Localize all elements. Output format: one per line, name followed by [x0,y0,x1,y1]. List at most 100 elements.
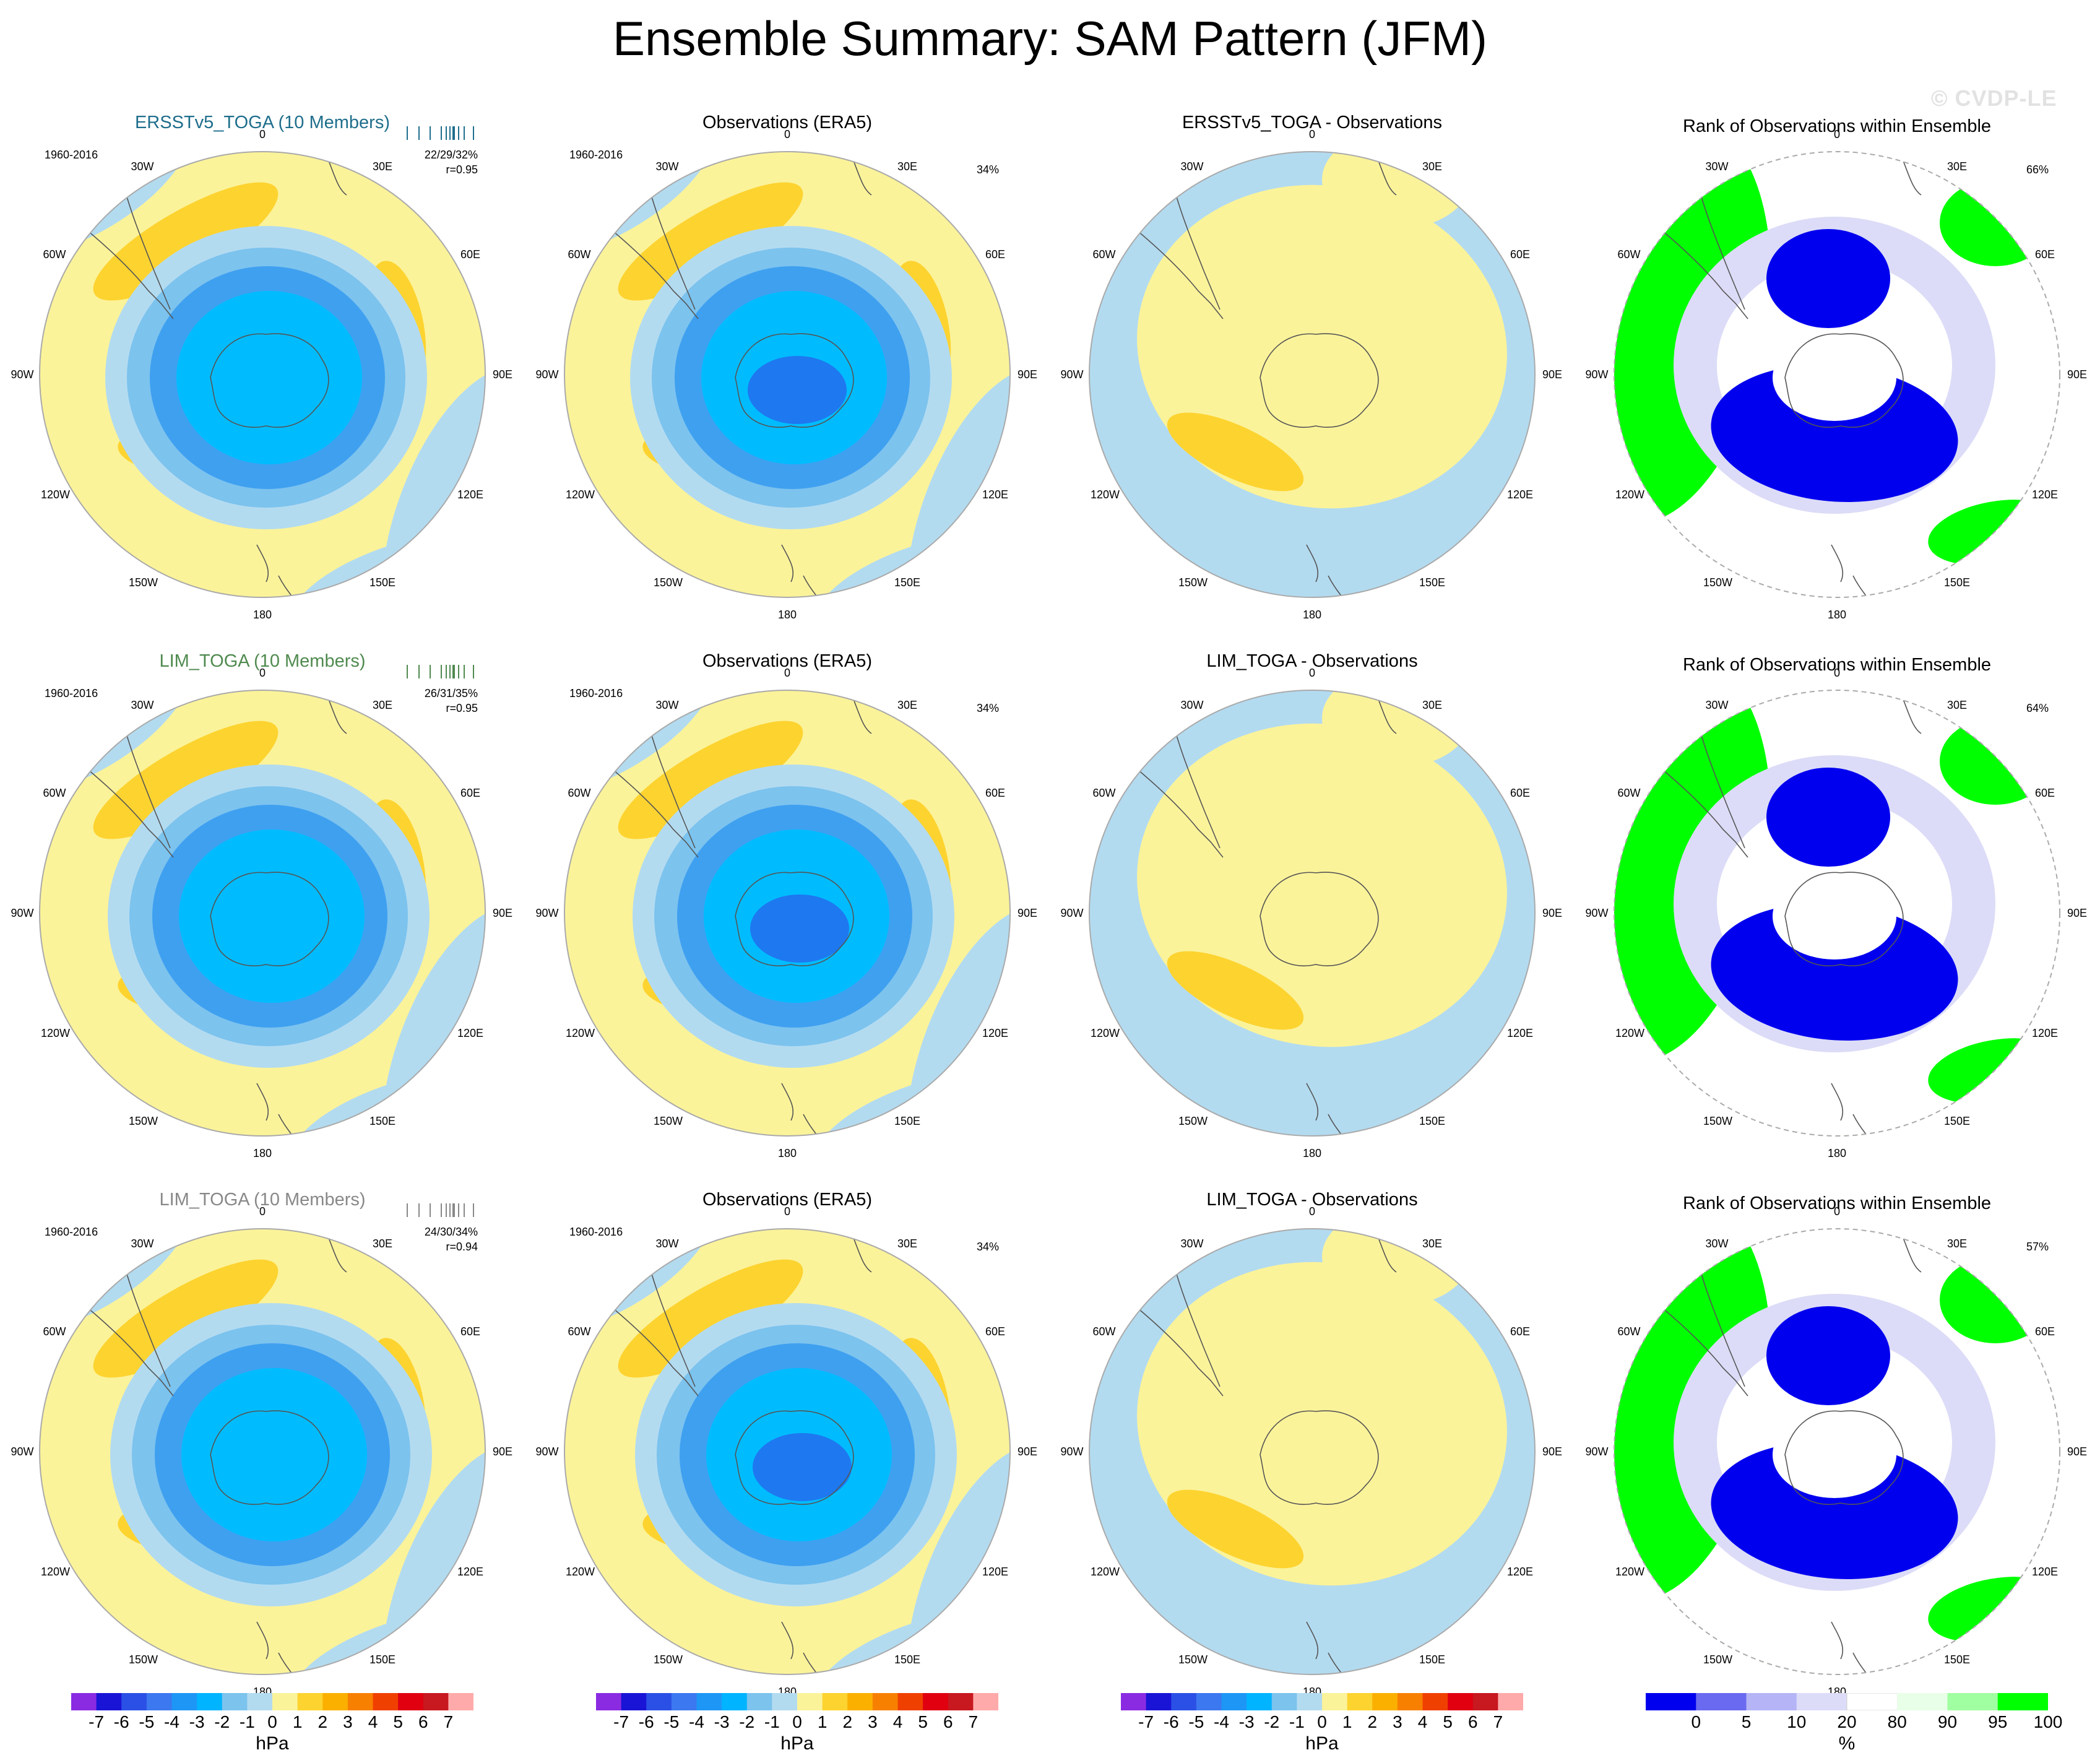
colorbar-tick-label: -5 [139,1712,155,1731]
longitude-label: 90E [1017,1445,1038,1458]
antarctica-coastline [210,1410,329,1505]
panel-title: LIM_TOGA (10 Members) [159,651,366,671]
longitude-label: 120E [982,1566,1009,1578]
longitude-label: 90W [11,907,34,919]
longitude-label: 30E [1422,160,1443,173]
map-boundary [1089,151,1536,598]
longitude-label: 60E [985,787,1006,799]
longitude-label: 60W [1617,248,1641,261]
positive-anomaly-lobe [618,1259,803,1378]
map-field [1089,152,1535,597]
hpa-colorbar: -7 -6 -5 -4 -3 -2 -1 0 1 2 3 4 5 6 7 hPa [71,1693,473,1761]
colorbar-tick-label: -4 [689,1712,704,1731]
longitude-label: 120W [40,488,70,501]
map-boundary [1089,1228,1536,1675]
longitude-label: 120E [2031,1566,2059,1578]
antarctica-coastline [210,872,329,967]
colorbar-swatch [171,1693,197,1710]
colorbar-swatch [872,1693,898,1710]
central-low-core [179,830,365,1003]
longitude-label: 60E [460,787,481,799]
colorbar-tick-label: -2 [214,1712,230,1731]
colorbar-swatch [897,1693,923,1710]
explained-variance-label: 34% [977,1241,1000,1253]
colorbar-tick-label: -1 [1289,1712,1305,1731]
colorbar-tick-label: 3 [343,1712,353,1731]
colorbar-tick-label: 7 [1493,1712,1503,1731]
longitude-label: 90W [1060,1445,1084,1458]
colorbar-tick-label: 3 [868,1712,878,1731]
colorbar-swatch [197,1693,223,1710]
longitude-label: 60W [1092,248,1116,261]
longitude-label: 0 [784,1205,790,1218]
longitude-label: 0 [259,1205,266,1218]
new-zealand-coastline [1306,1621,1347,1674]
positive-anomaly-lobe [93,1259,279,1378]
colorbar-swatch [1997,1693,2048,1710]
colorbar-swatch [822,1693,848,1710]
rank-very-low-region [1766,1306,1890,1405]
new-zealand-coastline [1831,1621,1872,1674]
longitude-label: 150E [1419,1653,1446,1666]
colorbar-swatch [222,1693,248,1710]
longitude-label: 60W [43,248,66,261]
polar-map [564,1228,1011,1675]
colorbar-tick-label: 0 [267,1712,277,1731]
longitude-label: 150E [894,1653,921,1666]
longitude-label: 60E [460,1325,481,1338]
longitude-label: 180 [253,1147,272,1159]
colorbar-swatch [948,1693,974,1710]
panel-obs-row2: Observations (ERA5) 0 30E 60E 90E 120E 150E 180… [525,625,1050,1164]
map-boundary [39,690,486,1137]
longitude-label: 120W [565,1027,595,1039]
colorbar-swatches [1121,1693,1523,1710]
longitude-label: 30W [1180,1237,1204,1250]
antarctica-coastline [1784,1410,1904,1505]
longitude-label: 60E [985,1325,1006,1338]
colorbar-tick-label: -5 [1188,1712,1204,1731]
longitude-label: 30E [1947,1237,1968,1250]
period-label: 1960-2016 [45,1226,98,1238]
longitude-label: 180 [777,1147,797,1159]
colorbar-tick-label: 2 [318,1712,328,1731]
polar-map [564,690,1011,1137]
colorbar-tick-label: 20 [1837,1712,1857,1731]
map-field [564,152,1010,597]
longitude-label: 120W [40,1027,70,1039]
panel-obs-row3: Observations (ERA5) 0 30E 60E 90E 120E 150E 180… [525,1164,1050,1702]
longitude-label: 180 [1302,1147,1322,1159]
colorbar-tick-label: 1 [1342,1712,1352,1731]
longitude-label: 60E [2035,1325,2055,1338]
longitude-label: 90E [2067,368,2088,381]
colorbar-swatch [1372,1693,1398,1710]
longitude-label: 90W [535,1445,559,1458]
longitude-label: 30E [1422,1237,1443,1250]
longitude-label: 90E [1542,368,1563,381]
new-zealand-coastline [1831,1083,1872,1136]
longitude-label: 0 [1833,1205,1840,1218]
longitude-label: 150W [654,576,683,589]
hpa-colorbar: -7 -6 -5 -4 -3 -2 -1 0 1 2 3 4 5 6 7 hPa [596,1693,998,1761]
positive-anomaly-lobe [618,182,803,301]
longitude-label: 0 [1308,667,1315,679]
longitude-label: 90E [492,907,513,919]
rank-very-low-region [1711,1442,1958,1579]
positive-anomaly-region [1322,1229,1471,1306]
polar-map [1089,690,1536,1137]
map-field [1089,690,1535,1136]
correlation-label: r=0.94 [446,1241,478,1253]
longitude-label: 30E [897,698,918,711]
colorbar-swatch [696,1693,722,1710]
polar-map [1614,1228,2060,1675]
colorbar-tick-label: 10 [1787,1712,1807,1731]
panel-title: ERSSTv5_TOGA (10 Members) [134,113,391,132]
colorbar-swatch [1646,1693,1696,1710]
antarctica-coastline [735,872,854,967]
longitude-label: 0 [259,667,266,679]
longitude-label: 120W [1090,1566,1120,1578]
longitude-label: 0 [1308,1205,1315,1218]
colorbar-swatch [1121,1693,1147,1710]
colorbar-swatch [923,1693,949,1710]
colorbar-tick-label: -1 [764,1712,780,1731]
panel-title: LIM_TOGA - Observations [1206,651,1418,671]
